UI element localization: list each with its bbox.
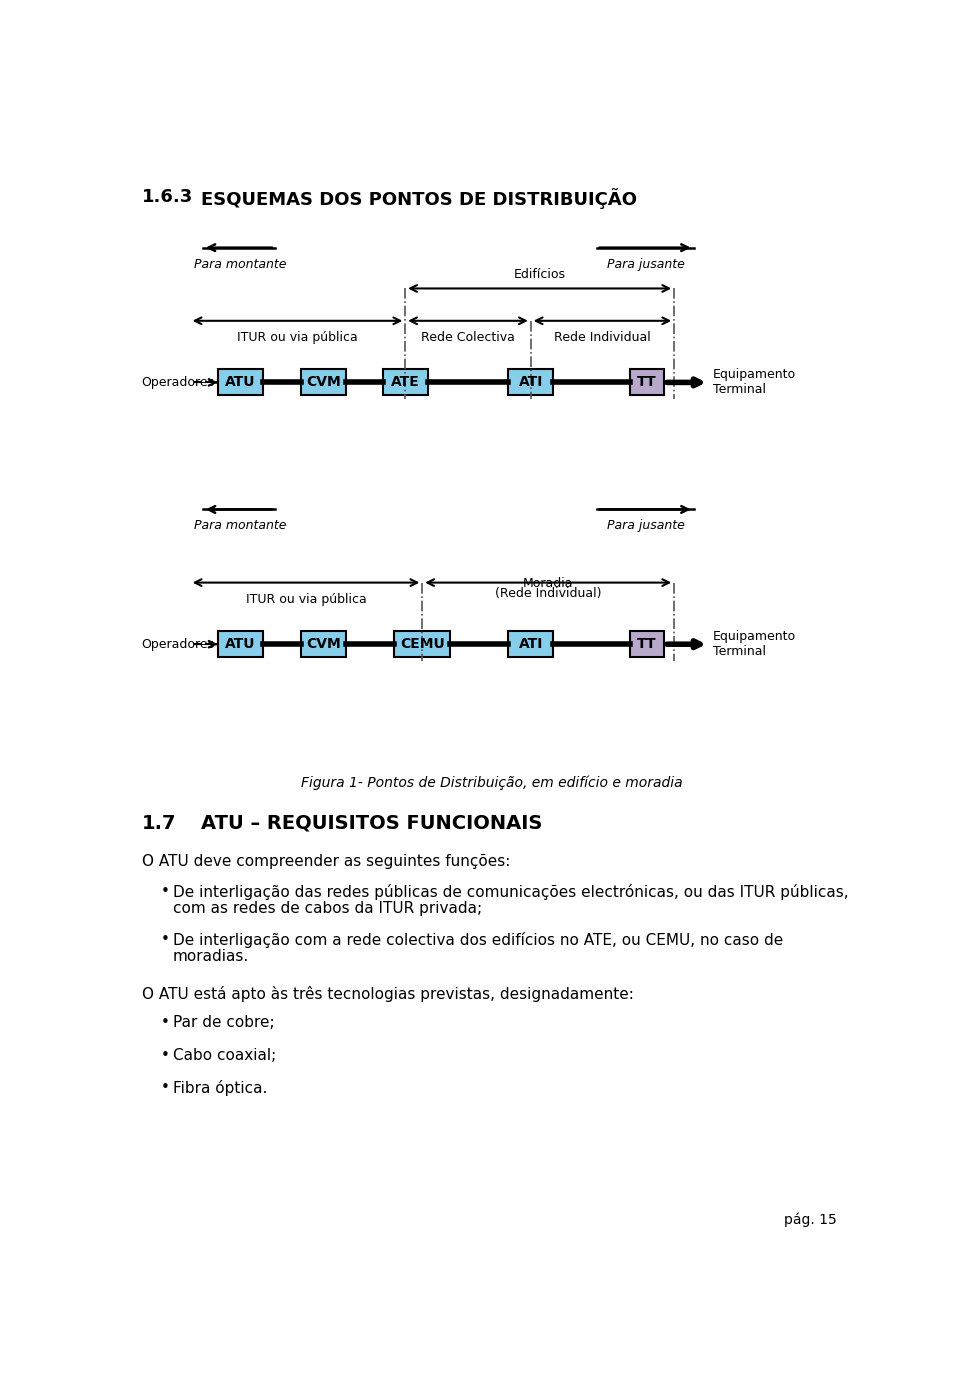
Text: Para jusante: Para jusante <box>607 257 684 271</box>
Text: Equipamento
Terminal: Equipamento Terminal <box>713 368 796 396</box>
Text: Operadores: Operadores <box>142 638 215 651</box>
Text: com as redes de cabos da ITUR privada;: com as redes de cabos da ITUR privada; <box>173 901 482 916</box>
Text: O ATU está apto às três tecnologias previstas, designadamente:: O ATU está apto às três tecnologias prev… <box>142 986 634 1002</box>
Text: Par de cobre;: Par de cobre; <box>173 1015 275 1030</box>
Text: Rede Colectiva: Rede Colectiva <box>421 331 515 343</box>
Text: CEMU: CEMU <box>400 637 444 651</box>
Text: ATI: ATI <box>518 375 543 389</box>
Text: Para montante: Para montante <box>194 520 286 532</box>
Text: CVM: CVM <box>306 637 341 651</box>
Text: •: • <box>160 1080 169 1095</box>
Text: ATU: ATU <box>225 637 255 651</box>
Text: TT: TT <box>637 375 657 389</box>
Text: ESQUEMAS DOS PONTOS DE DISTRIBUIÇÃO: ESQUEMAS DOS PONTOS DE DISTRIBUIÇÃO <box>202 189 637 210</box>
Text: ITUR ou via pública: ITUR ou via pública <box>237 331 358 343</box>
Text: 1.7: 1.7 <box>142 813 177 833</box>
Text: •: • <box>160 884 169 899</box>
FancyBboxPatch shape <box>630 631 664 657</box>
Text: pág. 15: pág. 15 <box>784 1212 837 1227</box>
Text: Fibra óptica.: Fibra óptica. <box>173 1080 267 1097</box>
Text: Para jusante: Para jusante <box>607 520 684 532</box>
Text: ITUR ou via pública: ITUR ou via pública <box>246 592 367 606</box>
Text: De interligação das redes públicas de comunicações electrónicas, ou das ITUR púb: De interligação das redes públicas de co… <box>173 884 849 901</box>
FancyBboxPatch shape <box>218 631 263 657</box>
Text: ATE: ATE <box>391 375 420 389</box>
Text: Rede Individual: Rede Individual <box>554 331 651 343</box>
Text: (Rede Individual): (Rede Individual) <box>495 588 601 600</box>
FancyBboxPatch shape <box>630 370 664 396</box>
FancyBboxPatch shape <box>301 631 347 657</box>
Text: Cabo coaxial;: Cabo coaxial; <box>173 1048 276 1063</box>
FancyBboxPatch shape <box>218 370 263 396</box>
Text: Equipamento
Terminal: Equipamento Terminal <box>713 630 796 659</box>
Text: O ATU deve compreender as seguintes funções:: O ATU deve compreender as seguintes funç… <box>142 853 510 869</box>
Text: Operadores: Operadores <box>142 375 215 389</box>
Text: •: • <box>160 1048 169 1063</box>
Text: Edifícios: Edifícios <box>514 268 565 281</box>
FancyBboxPatch shape <box>395 631 450 657</box>
Text: ATI: ATI <box>518 637 543 651</box>
Text: •: • <box>160 1015 169 1030</box>
FancyBboxPatch shape <box>383 370 427 396</box>
FancyBboxPatch shape <box>508 631 553 657</box>
Text: moradias.: moradias. <box>173 949 249 965</box>
Text: CVM: CVM <box>306 375 341 389</box>
Text: De interligação com a rede colectiva dos edifícios no ATE, ou CEMU, no caso de: De interligação com a rede colectiva dos… <box>173 933 783 948</box>
Text: 1.6.3: 1.6.3 <box>142 189 193 206</box>
Text: TT: TT <box>637 637 657 651</box>
Text: Figura 1- Pontos de Distribuição, em edifício e moradia: Figura 1- Pontos de Distribuição, em edi… <box>301 776 683 790</box>
FancyBboxPatch shape <box>508 370 553 396</box>
Text: Moradia: Moradia <box>523 577 573 589</box>
FancyBboxPatch shape <box>301 370 347 396</box>
Text: Para montante: Para montante <box>194 257 286 271</box>
Text: ATU – REQUISITOS FUNCIONAIS: ATU – REQUISITOS FUNCIONAIS <box>202 813 542 833</box>
Text: ATU: ATU <box>225 375 255 389</box>
Text: •: • <box>160 933 169 947</box>
